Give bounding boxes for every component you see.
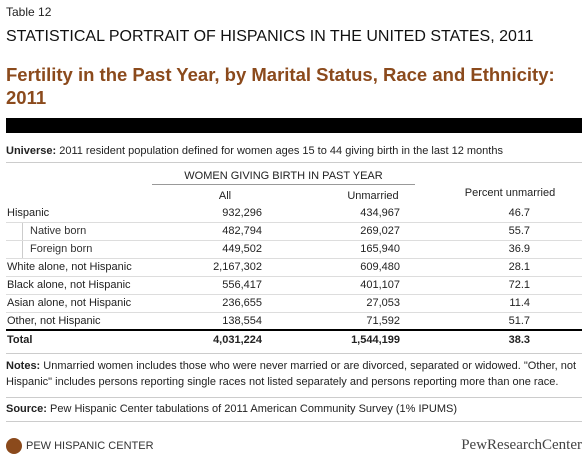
source: Source: Pew Hispanic Center tabulations … — [6, 403, 457, 415]
cell: 165,940 — [360, 243, 400, 255]
cell: 55.7 — [508, 225, 530, 237]
rule — [6, 397, 582, 398]
notes-text: Unmarried women includes those who were … — [6, 360, 577, 388]
row-rule — [6, 312, 582, 313]
column-header: Unmarried — [347, 190, 399, 202]
universe: Universe: 2011 resident population defin… — [6, 145, 503, 157]
rule — [6, 353, 582, 354]
row-label: Other, not Hispanic — [7, 315, 101, 327]
footer-left: PEW HISPANIC CENTER — [26, 440, 154, 452]
cell: 609,480 — [360, 261, 400, 273]
cell: 11.4 — [509, 297, 530, 309]
cell: 556,417 — [222, 279, 262, 291]
cell: 932,296 — [222, 207, 262, 219]
rule — [152, 184, 415, 185]
group-header: WOMEN GIVING BIRTH IN PAST YEAR — [184, 170, 383, 182]
row-label: Native born — [30, 225, 87, 237]
indent-rule — [22, 241, 23, 258]
logo-icon — [6, 438, 22, 454]
cell: 401,107 — [360, 279, 400, 291]
table-label: Table 12 — [6, 5, 52, 19]
row-label: Black alone, not Hispanic — [7, 279, 131, 291]
cell: 2,167,302 — [213, 261, 262, 273]
row-label: Hispanic — [7, 207, 50, 219]
cell: 71,592 — [366, 315, 400, 327]
notes-label: Notes: — [6, 360, 41, 372]
footer-right: PewResearchCenter — [461, 437, 582, 453]
row-label: Total — [7, 334, 33, 346]
row-rule — [6, 240, 582, 241]
universe-text: 2011 resident population defined for wom… — [59, 145, 503, 157]
black-bar — [6, 118, 582, 133]
indent-rule — [22, 223, 23, 240]
column-header: Percent unmarried — [464, 187, 556, 199]
cell: 36.9 — [508, 243, 530, 255]
cell: 27,053 — [366, 297, 400, 309]
source-label: Source: — [6, 403, 47, 415]
cell: 38.3 — [508, 334, 530, 346]
cell: 51.7 — [508, 315, 530, 327]
cell: 72.1 — [508, 279, 530, 291]
cell: 46.7 — [508, 207, 530, 219]
row-label: White alone, not Hispanic — [7, 261, 132, 273]
row-rule — [6, 276, 582, 277]
universe-label: Universe: — [6, 145, 57, 157]
column-header: All — [218, 190, 232, 202]
notes: Notes: Unmarried women includes those wh… — [6, 358, 582, 390]
cell: 482,794 — [222, 225, 262, 237]
row-rule — [6, 222, 582, 223]
row-rule — [6, 258, 582, 259]
cell: 434,967 — [360, 207, 400, 219]
cell: 1,544,199 — [351, 334, 400, 346]
cell: 138,554 — [222, 315, 262, 327]
row-label: Asian alone, not Hispanic — [7, 297, 132, 309]
rule — [6, 162, 582, 163]
subtitle: Fertility in the Past Year, by Marital S… — [6, 64, 555, 108]
row-rule — [6, 294, 582, 295]
source-text: Pew Hispanic Center tabulations of 2011 … — [50, 403, 457, 415]
row-label: Foreign born — [30, 243, 93, 255]
cell: 269,027 — [360, 225, 400, 237]
rule — [6, 421, 582, 422]
total-rule — [6, 329, 582, 331]
cell: 449,502 — [222, 243, 262, 255]
cell: 4,031,224 — [213, 334, 262, 346]
title: STATISTICAL PORTRAIT OF HISPANICS IN THE… — [6, 28, 534, 45]
cell: 28.1 — [508, 261, 530, 273]
cell: 236,655 — [222, 297, 262, 309]
